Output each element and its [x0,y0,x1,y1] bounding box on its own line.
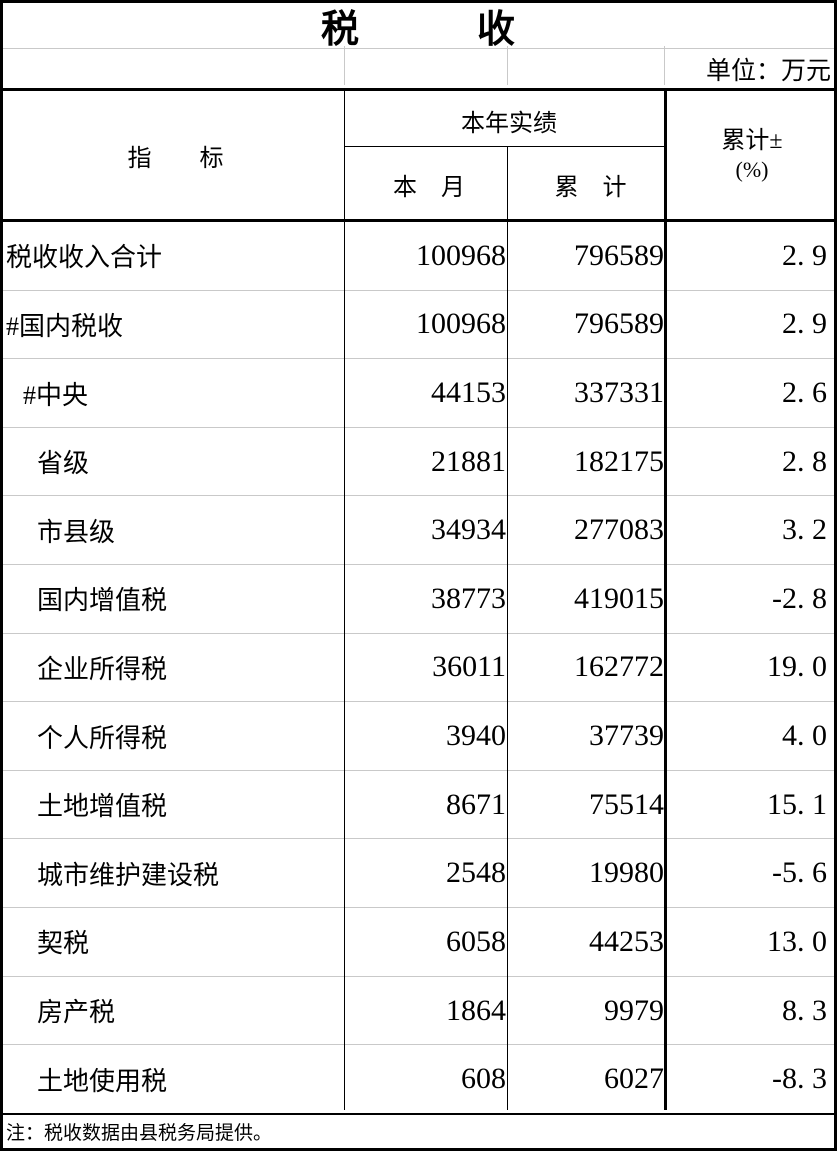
row-month-value: 2548 [446,856,506,890]
row-cumulative-value: 44253 [589,924,664,958]
row-pct-value: 8. 3 [782,993,827,1027]
unit-label: 单位：万元 [705,57,831,85]
row-cumulative-value: 419015 [574,581,664,615]
row-cumulative-value: 277083 [574,513,664,547]
row-indicator-label: 省级 [37,449,90,479]
row-month-value: 3940 [446,719,506,753]
row-indicator-label: 税收收入合计 [6,243,163,273]
row-pct-value: -5. 6 [772,856,827,890]
row-indicator-label: 企业所得税 [37,654,168,684]
row-pct-value: 3. 2 [782,513,827,547]
table-row: 省级 21881 182175 2. 8 [3,428,834,497]
row-cumulative-value: 337331 [574,376,664,410]
table-row: 土地增值税 8671 75514 15. 1 [3,771,834,840]
unit-row-divider-line [344,46,345,85]
row-pct-value: -2. 8 [772,581,827,615]
row-cumulative-value: 796589 [574,307,664,341]
row-indicator-label: 国内增值税 [37,586,168,616]
column-divider-indicator [344,88,345,1110]
table-row: 市县级 34934 277083 3. 2 [3,496,834,566]
row-month-value: 6058 [446,924,506,958]
row-month-value: 1864 [446,993,506,1027]
table-row: 城市维护建设税 2548 19980 -5. 6 [3,839,834,909]
row-pct-value: 2. 9 [782,238,827,272]
row-month-value: 608 [461,1062,506,1096]
row-cumulative-value: 75514 [589,787,664,821]
table-row: 契税 6058 44253 13. 0 [3,908,834,977]
row-month-value: 100968 [416,307,506,341]
unit-row-divider-line [507,46,508,85]
row-indicator-label: 契税 [37,929,90,959]
header-pct: 累计± (%) [670,91,834,219]
header-month: 本 月 [393,174,465,201]
row-pct-value: 2. 8 [782,444,827,478]
row-cumulative-value: 162772 [574,650,664,684]
row-pct-value: -8. 3 [772,1062,827,1096]
row-indicator-label: 土地使用税 [37,1066,168,1096]
unit-row: 单位：万元 [3,49,834,91]
row-month-value: 34934 [431,513,506,547]
header-indicator: 指 标 [127,145,224,172]
row-indicator-label: 土地增值税 [37,792,168,822]
footnote-text: 注：税收数据由县税务局提供。 [6,1123,273,1144]
row-pct-value: 13. 0 [767,924,827,958]
row-pct-value: 2. 6 [782,376,827,410]
row-pct-value: 4. 0 [782,719,827,753]
table-row: #国内税收 100968 796589 2. 9 [3,291,834,360]
row-cumulative-value: 9979 [604,993,664,1027]
row-pct-value: 19. 0 [767,650,827,684]
table-row: 税收收入合计 100968 796589 2. 9 [3,222,834,291]
row-pct-value: 2. 9 [782,307,827,341]
row-indicator-label: #国内税收 [6,311,124,341]
row-indicator-label: 房产税 [37,998,116,1027]
header-pct-line2: (%) [735,157,769,183]
row-indicator-label: 城市维护建设税 [37,860,220,890]
row-month-value: 100968 [416,238,506,272]
row-month-value: 36011 [432,650,506,684]
table-row: 土地使用税 608 6027 -8. 3 [3,1045,834,1113]
row-cumulative-value: 796589 [574,238,664,272]
table-row: 个人所得税 3940 37739 4. 0 [3,702,834,771]
row-month-value: 8671 [446,787,506,821]
row-month-value: 38773 [431,581,506,615]
row-cumulative-value: 182175 [574,444,664,478]
header-cumulative: 累 计 [554,174,627,201]
column-divider-pct-thick [664,88,667,1110]
row-pct-value: 15. 1 [767,787,827,821]
header-pct-line1: 累计± [721,128,783,155]
table-row: #中央 44153 337331 2. 6 [3,359,834,428]
row-cumulative-value: 6027 [604,1062,664,1096]
row-month-value: 44153 [431,376,506,410]
column-divider-month-cumulative [507,146,508,1110]
header-split-line [344,146,667,147]
row-indicator-label: 市县级 [37,517,116,547]
table-body: 税收收入合计 100968 796589 2. 9 #国内税收 100968 7… [3,222,834,1113]
table-row: 国内增值税 38773 419015 -2. 8 [3,565,834,634]
table-row: 房产税 1864 9979 8. 3 [3,977,834,1046]
row-indicator-label: 个人所得税 [37,723,168,753]
row-indicator-label: #中央 [23,380,89,410]
header-year-actual: 本年实绩 [461,110,557,137]
table-header: 指 标 本年实绩 本 月 累 计 累计± (%) [3,91,834,222]
row-cumulative-value: 37739 [589,719,664,753]
table-title: 税 收 [3,3,834,51]
unit-row-divider-line [664,46,665,85]
row-month-value: 21881 [431,444,506,478]
footnote-row: 注：税收数据由县税务局提供。 [3,1113,834,1148]
row-cumulative-value: 19980 [589,856,664,890]
table-row: 企业所得税 36011 162772 19. 0 [3,634,834,703]
